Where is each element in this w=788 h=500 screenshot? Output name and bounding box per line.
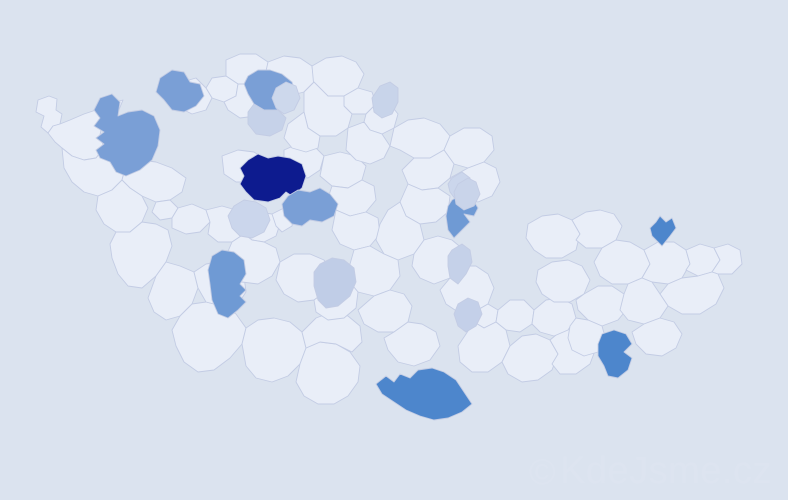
district-litomerice-highlight[interactable] [247, 103, 287, 137]
district-ceske-budejovice[interactable] [241, 317, 307, 383]
district-novy-jicin[interactable] [619, 277, 669, 325]
district-mlada-boleslav[interactable] [303, 81, 353, 137]
copyright-icon: © [529, 451, 557, 493]
district-trebic[interactable] [383, 321, 441, 367]
district-jicin[interactable] [345, 121, 391, 165]
district-karvina[interactable] [711, 243, 743, 275]
district-hodonin[interactable] [501, 333, 559, 383]
district-sumperk[interactable] [525, 213, 581, 259]
district-svitavy-highlight[interactable] [447, 243, 473, 285]
district-prerov[interactable] [575, 285, 629, 327]
district-kolin-highlight[interactable] [271, 81, 301, 115]
district-domazlice[interactable] [95, 179, 149, 233]
district-most-highlight[interactable] [371, 81, 399, 119]
watermark-text: KdeJsme.cz [560, 450, 772, 493]
district-praha-vychod-highlight[interactable] [281, 187, 339, 227]
district-kutna-hora[interactable] [331, 209, 381, 251]
district-klatovy-highlight[interactable] [207, 249, 247, 319]
district-chomutov-highlight[interactable] [155, 69, 205, 113]
district-pisek-highlight[interactable] [313, 257, 357, 309]
district-mlada-bol-south[interactable] [283, 111, 321, 153]
district-zlin-highlight[interactable] [597, 329, 633, 379]
watermark: © KdeJsme.cz [529, 450, 772, 493]
district-vsetin[interactable] [631, 317, 683, 357]
district-rokycany[interactable] [171, 203, 211, 235]
district-znojmo-highlight[interactable] [375, 367, 473, 421]
highlighted-districts-layer [93, 69, 677, 421]
district-jesenik-highlight[interactable] [649, 215, 677, 247]
district-karlovy-vary-highlight[interactable] [93, 93, 161, 177]
district-blansko-highlight[interactable] [453, 297, 483, 333]
district-plzen-jih-highlight[interactable] [227, 199, 271, 239]
district-kromeriz[interactable] [567, 317, 607, 357]
district-hradec-kralove-base[interactable] [401, 149, 455, 191]
district-hradec-highlight[interactable] [453, 177, 481, 211]
